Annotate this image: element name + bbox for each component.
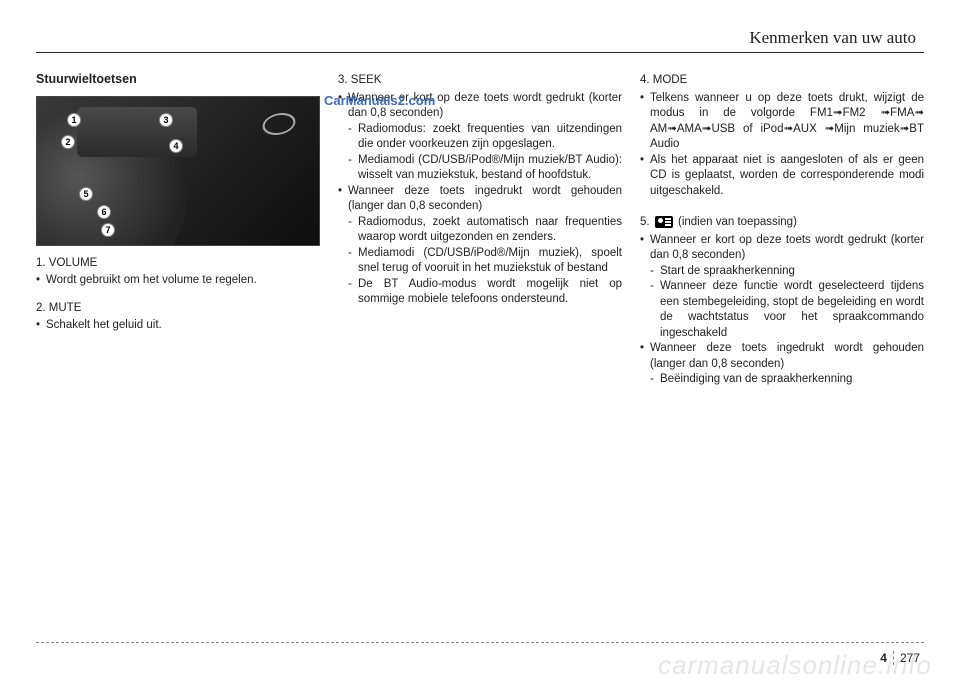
item-5-b2-text: Wanneer deze toets ingedrukt wordt gehou… [650, 341, 924, 372]
item-4-bullet-1: • Telkens wanneer u op deze toets drukt,… [640, 91, 924, 153]
item-3-b2-d2-text: Mediamodi (CD/USB/iPod®/Mijn muziek), sp… [358, 246, 622, 277]
item-2-title: 2. MUTE [36, 301, 320, 317]
item-5-b2-d1-text: Beëindiging van de spraakherkenning [660, 372, 924, 388]
item-5-b1-text: Wanneer er kort op deze toets wordt gedr… [650, 233, 924, 264]
section-heading-steering: Stuurwieltoetsen [36, 71, 320, 88]
footer-separator [36, 642, 924, 643]
item-3-b2-d1-text: Radiomodus, zoekt automatisch naar frequ… [358, 215, 622, 246]
callout-badge-2: 2 [61, 135, 75, 149]
dash-mark: - [650, 279, 660, 341]
item-5-prefix: 5. [640, 216, 650, 228]
callout-badge-7: 7 [101, 223, 115, 237]
item-1-bullet: • Wordt gebruikt om het volume te regele… [36, 273, 320, 289]
item-5-b1-dash-1: - Start de spraakherkenning [640, 264, 924, 280]
bullet-dot: • [640, 341, 650, 372]
item-5-suffix: (indien van toepassing) [678, 216, 797, 228]
item-5-b2-dash-1: - Beëindiging van de spraakherkenning [640, 372, 924, 388]
watermark-bottom: carmanualsonline.info [658, 650, 932, 681]
watermark-top: CarManuals2.com [324, 93, 435, 108]
brand-emblem-icon [259, 113, 298, 135]
dash-mark: - [650, 264, 660, 280]
callout-badge-6: 6 [97, 205, 111, 219]
item-4-title: 4. MODE [640, 73, 924, 89]
item-3-b2-dash-1: - Radiomodus, zoekt automatisch naar fre… [338, 215, 622, 246]
item-3-b1-d1-text: Radiomodus: zoekt frequenties van uitzen… [358, 122, 622, 153]
item-5-bullet-2: • Wanneer deze toets ingedrukt wordt geh… [640, 341, 924, 372]
item-2-bullet: • Schakelt het geluid uit. [36, 318, 320, 334]
item-3-b2-dash-3: - De BT Audio-modus wordt mogelijk niet … [338, 277, 622, 308]
dash-mark: - [348, 122, 358, 153]
item-5-b1-d1-text: Start de spraakherkenning [660, 264, 924, 280]
column-1: Stuurwieltoetsen 1 2 3 4 5 6 7 1. VOLUME… [36, 71, 320, 388]
item-5-title: 5. (indien van toepassing) [640, 215, 924, 231]
column-3: 4. MODE • Telkens wanneer u op deze toet… [640, 71, 924, 388]
item-3-title: 3. SEEK [338, 73, 622, 89]
item-1-text: Wordt gebruikt om het volume te regelen. [46, 273, 320, 289]
bullet-dot: • [338, 184, 348, 215]
steering-wheel-photo: 1 2 3 4 5 6 7 [36, 96, 320, 246]
item-5-bullet-1: • Wanneer er kort op deze toets wordt ge… [640, 233, 924, 264]
column-2: 3. SEEK • Wanneer er kort op deze toets … [338, 71, 622, 388]
bullet-dot: • [36, 318, 46, 334]
item-5-b1-d2-text: Wanneer deze functie wordt geselecteerd … [660, 279, 924, 341]
item-5-b1-dash-2: - Wanneer deze functie wordt geselecteer… [640, 279, 924, 341]
item-3-b1-dash-2: - Mediamodi (CD/USB/iPod®/Mijn muziek/BT… [338, 153, 622, 184]
item-4-b2-text: Als het apparaat niet is aangesloten of … [650, 153, 924, 200]
dash-mark: - [348, 277, 358, 308]
item-4-b1-text: Telkens wanneer u op deze toets drukt, w… [650, 91, 924, 153]
item-4-bullet-2: • Als het apparaat niet is aangesloten o… [640, 153, 924, 200]
bullet-dot: • [640, 233, 650, 264]
dash-mark: - [348, 215, 358, 246]
item-2-text: Schakelt het geluid uit. [46, 318, 320, 334]
manual-page: Kenmerken van uw auto CarManuals2.com St… [0, 0, 960, 689]
item-3-bullet-2: • Wanneer deze toets ingedrukt wordt geh… [338, 184, 622, 215]
callout-badge-4: 4 [169, 139, 183, 153]
bullet-dot: • [36, 273, 46, 289]
header-rule [36, 52, 924, 53]
callout-badge-3: 3 [159, 113, 173, 127]
callout-badge-5: 5 [79, 187, 93, 201]
item-3-b2-text: Wanneer deze toets ingedrukt wordt gehou… [348, 184, 622, 215]
dash-mark: - [348, 153, 358, 184]
page-header-title: Kenmerken van uw auto [36, 28, 924, 48]
dash-mark: - [348, 246, 358, 277]
dash-mark: - [650, 372, 660, 388]
item-3-b1-d2-text: Mediamodi (CD/USB/iPod®/Mijn muziek/BT A… [358, 153, 622, 184]
bullet-dot: • [640, 153, 650, 200]
bullet-dot: • [640, 91, 650, 153]
content-columns: Stuurwieltoetsen 1 2 3 4 5 6 7 1. VOLUME… [36, 71, 924, 388]
item-3-b2-d3-text: De BT Audio-modus wordt mogelijk niet op… [358, 277, 622, 308]
callout-badge-1: 1 [67, 113, 81, 127]
voice-command-icon [655, 216, 673, 228]
item-3-b1-dash-1: - Radiomodus: zoekt frequenties van uitz… [338, 122, 622, 153]
item-3-b2-dash-2: - Mediamodi (CD/USB/iPod®/Mijn muziek), … [338, 246, 622, 277]
item-1-title: 1. VOLUME [36, 256, 320, 272]
